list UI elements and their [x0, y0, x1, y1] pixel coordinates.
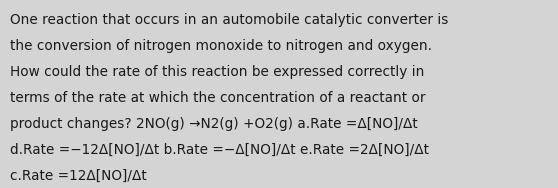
- Text: product changes? 2NO(g) →N2(g) +O2(g) a.Rate =Δ[NO]/Δt: product changes? 2NO(g) →N2(g) +O2(g) a.…: [10, 117, 418, 131]
- Text: c.Rate =12Δ[NO]/Δt: c.Rate =12Δ[NO]/Δt: [10, 169, 147, 183]
- Text: terms of the rate at which the concentration of a reactant or: terms of the rate at which the concentra…: [10, 91, 426, 105]
- Text: One reaction that occurs in an automobile catalytic converter is: One reaction that occurs in an automobil…: [10, 13, 449, 27]
- Text: the conversion of nitrogen monoxide to nitrogen and oxygen.: the conversion of nitrogen monoxide to n…: [10, 39, 432, 53]
- Text: d.Rate =−12Δ[NO]/Δt b.Rate =−Δ[NO]/Δt e.Rate =2Δ[NO]/Δt: d.Rate =−12Δ[NO]/Δt b.Rate =−Δ[NO]/Δt e.…: [10, 143, 429, 157]
- Text: How could the rate of this reaction be expressed correctly in: How could the rate of this reaction be e…: [10, 65, 425, 79]
